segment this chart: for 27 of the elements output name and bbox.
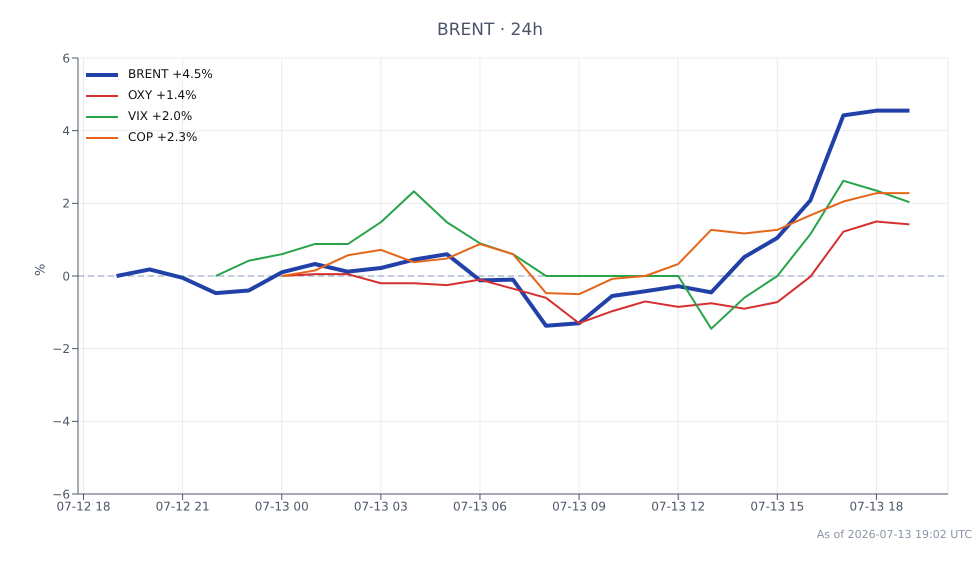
y-tick-label: −4 [52, 414, 70, 429]
y-tick-label: 4 [62, 124, 70, 138]
legend-label: VIX +2.0% [128, 108, 192, 125]
x-tick-label: 07-12 18 [56, 500, 110, 514]
x-tick-label: 07-13 15 [750, 500, 804, 514]
y-tick-label: 0 [62, 269, 70, 284]
x-tick-label: 07-13 12 [651, 500, 706, 514]
chart-title: BRENT · 24h [436, 20, 544, 40]
y-tick-label: −2 [52, 342, 70, 356]
y-tick-label: 2 [62, 196, 70, 211]
x-tick-label: 07-13 06 [452, 500, 507, 514]
line-series [114, 108, 912, 328]
x-tick-label: 07-13 00 [254, 500, 309, 514]
line-series [280, 220, 910, 324]
y-tick-label: −6 [52, 487, 70, 502]
line-series [280, 192, 910, 296]
y-tick-label: 6 [62, 51, 70, 66]
x-tick-label: 07-13 09 [552, 500, 606, 514]
x-tick-label: 07-12 21 [156, 500, 210, 514]
line-series [214, 180, 910, 330]
legend-label: COP +2.3% [128, 129, 198, 146]
text: As of 2026-07-13 19:02 UTC [816, 528, 972, 541]
x-tick-label: 07-13 18 [849, 500, 904, 514]
legend-label: OXY +1.4% [128, 87, 197, 104]
legend-label: BRENT +4.5% [128, 66, 213, 83]
x-tick-label: 07-13 03 [354, 500, 408, 514]
y-axis-title: % [34, 264, 49, 276]
